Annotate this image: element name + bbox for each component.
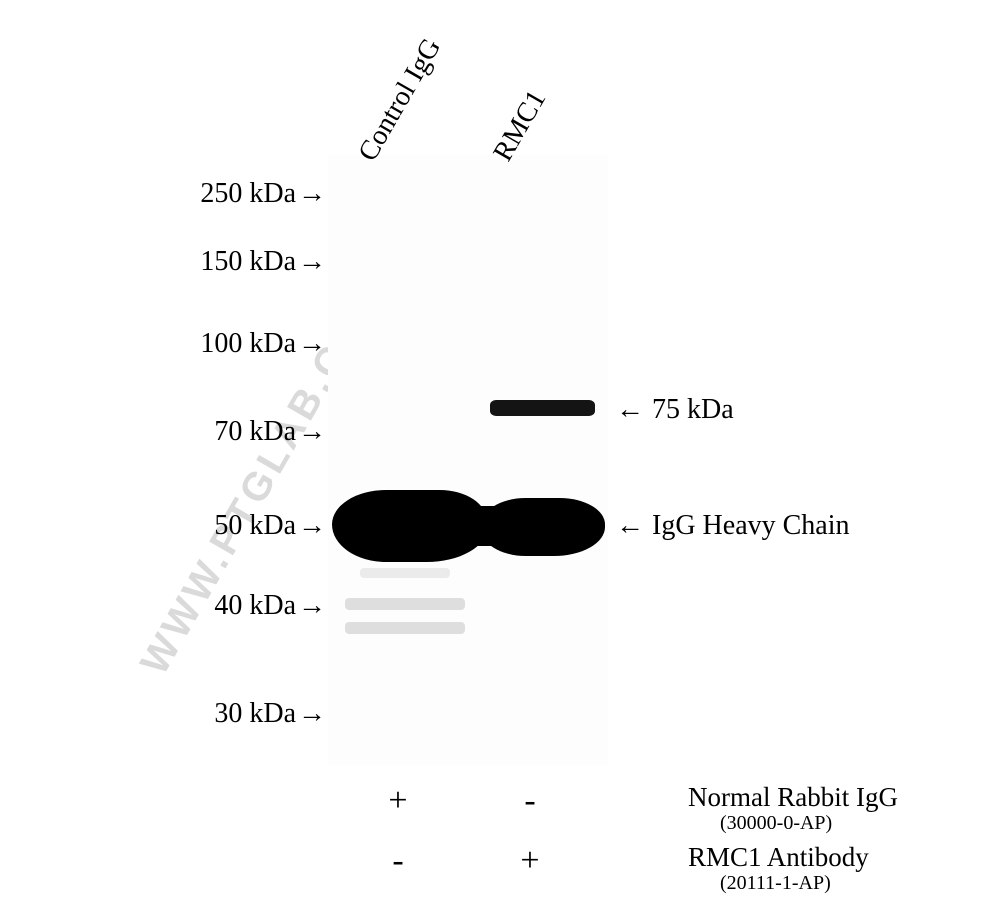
mw-marker-label: 150 kDa (200, 246, 296, 278)
lane-label-control: Control IgG (352, 33, 448, 167)
arrow-right-icon: → (298, 418, 326, 446)
band-igg-heavy-chain-rmc1 (480, 498, 605, 556)
band-target-75kda (490, 400, 595, 416)
mw-marker-label: 40 kDa (214, 590, 296, 622)
arrow-left-icon: ← (616, 396, 644, 424)
arrow-right-icon: → (298, 512, 326, 540)
mw-marker-30: 30 kDa → (130, 698, 326, 730)
condition-cell-control-row1: + (383, 782, 413, 820)
arrow-right-icon: → (298, 330, 326, 358)
mw-marker-label: 70 kDa (214, 416, 296, 448)
arrow-right-icon: → (298, 700, 326, 728)
mw-marker-40: 40 kDa → (130, 590, 326, 622)
condition-label-row2: RMC1 Antibody (688, 842, 869, 873)
condition-cell-rmc1-row1: - (515, 782, 545, 820)
condition-cell-rmc1-row2: + (515, 842, 545, 880)
annotation-igg-heavy-chain: ← IgG Heavy Chain (616, 510, 850, 542)
arrow-right-icon: → (298, 180, 326, 208)
mw-marker-label: 50 kDa (214, 510, 296, 542)
condition-cell-control-row2: - (383, 842, 413, 880)
band-igg-heavy-chain-control (332, 490, 487, 562)
arrow-right-icon: → (298, 248, 326, 276)
band-faint-1 (345, 598, 465, 610)
mw-marker-label: 100 kDa (200, 328, 296, 360)
annotation-label: 75 kDa (652, 394, 734, 426)
condition-label-row1: Normal Rabbit IgG (688, 782, 898, 813)
annotation-75kda: ← 75 kDa (616, 394, 734, 426)
mw-marker-50: 50 kDa → (130, 510, 326, 542)
mw-marker-label: 30 kDa (214, 698, 296, 730)
figure-canvas: WWW.PTGLAB.COM Control IgG RMC1 250 kDa … (0, 0, 1000, 903)
band-faint-2 (345, 622, 465, 634)
mw-marker-150: 150 kDa → (130, 246, 326, 278)
mw-marker-70: 70 kDa → (130, 416, 326, 448)
blot-area (328, 155, 608, 765)
condition-sublabel-row1: (30000-0-AP) (720, 812, 832, 835)
mw-marker-100: 100 kDa → (130, 328, 326, 360)
arrow-left-icon: ← (616, 512, 644, 540)
band-faint-3 (360, 568, 450, 578)
condition-sublabel-row2: (20111-1-AP) (720, 872, 831, 895)
mw-marker-250: 250 kDa → (130, 178, 326, 210)
arrow-right-icon: → (298, 592, 326, 620)
annotation-label: IgG Heavy Chain (652, 510, 850, 542)
mw-marker-label: 250 kDa (200, 178, 296, 210)
